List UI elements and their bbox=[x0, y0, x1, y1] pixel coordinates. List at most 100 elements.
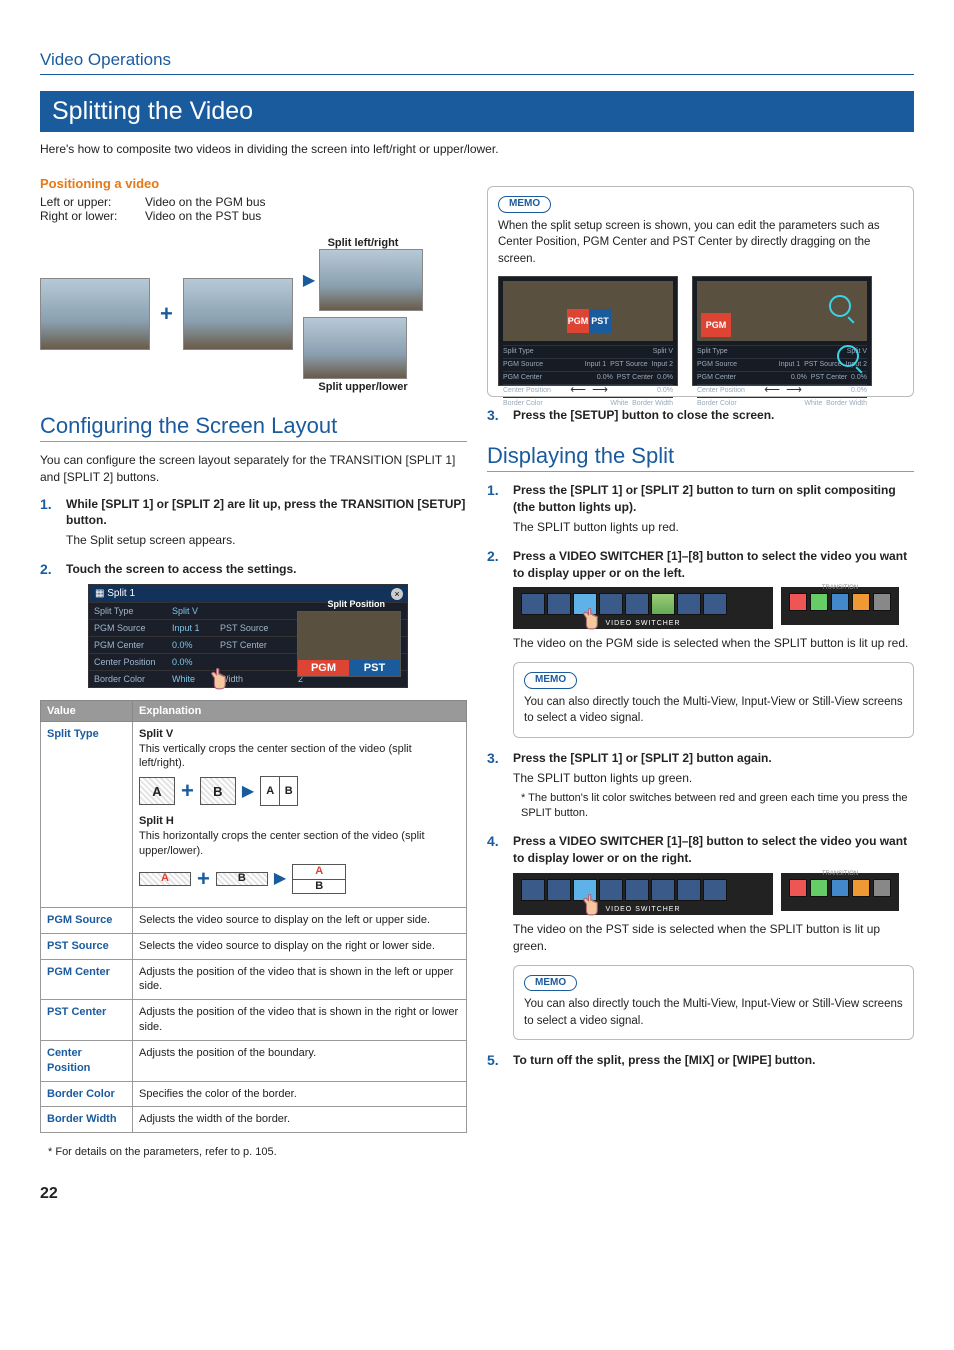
param-v: Specifies the color of the border. bbox=[133, 1081, 467, 1107]
tile-ab: AB bbox=[260, 776, 298, 806]
img-pst bbox=[183, 278, 293, 350]
htile-a: A bbox=[139, 872, 191, 886]
splith-body: This horizontally crops the center secti… bbox=[139, 829, 460, 859]
param-v: Selects the video source to display on t… bbox=[133, 907, 467, 933]
magnifier-icon-2 bbox=[837, 345, 859, 367]
th-explanation: Explanation bbox=[133, 700, 467, 721]
section-header: Video Operations bbox=[40, 50, 914, 75]
disp-step-4-t: Press a VIDEO SWITCHER [1]–[8] button to… bbox=[513, 833, 914, 867]
hand-icon bbox=[209, 665, 235, 691]
param-table: ValueExplanation Split Type Split V This… bbox=[40, 700, 467, 1134]
plus-icon: + bbox=[160, 301, 173, 327]
disp-step-2: Press a VIDEO SWITCHER [1]–[8] button to… bbox=[487, 548, 914, 738]
cfg-step-1-body: The Split setup screen appears. bbox=[66, 532, 467, 549]
img-split-ul bbox=[303, 317, 407, 379]
caption-split-lr: Split left/right bbox=[303, 237, 423, 249]
cfg-step-1-title: While [SPLIT 1] or [SPLIT 2] are lit up,… bbox=[66, 496, 467, 530]
th-value: Value bbox=[41, 700, 133, 721]
param-k: PGM Center bbox=[41, 959, 133, 1000]
transition-panel-2: TRANSITION bbox=[781, 873, 899, 911]
disp-step-1-t: Press the [SPLIT 1] or [SPLIT 2] button … bbox=[513, 482, 914, 516]
disp-step-4: Press a VIDEO SWITCHER [1]–[8] button to… bbox=[487, 833, 914, 1040]
close-icon[interactable]: × bbox=[391, 588, 403, 600]
memo-tag-2: MEMO bbox=[524, 672, 577, 689]
displaying-heading: Displaying the Split bbox=[487, 443, 914, 472]
param-v: Adjusts the position of the boundary. bbox=[133, 1040, 467, 1081]
arrow-icon-2: ▶ bbox=[242, 781, 254, 803]
memo-screenshots: ⟵ ⟶ PGMPST Split TypeSplit V PGM SourceI… bbox=[498, 276, 903, 386]
preview-pgm: PGM bbox=[298, 660, 349, 676]
htile-ab: AB bbox=[292, 864, 346, 894]
img-pgm bbox=[40, 278, 150, 350]
hand-icon-2 bbox=[581, 605, 607, 631]
switcher-label: VIDEO SWITCHER bbox=[513, 620, 773, 627]
split-position-label: Split Position bbox=[328, 599, 386, 609]
memo-3: MEMO You can also directly touch the Mul… bbox=[513, 965, 914, 1041]
arrow-icon: ▶ bbox=[303, 270, 315, 290]
cfg-step-1: While [SPLIT 1] or [SPLIT 2] are lit up,… bbox=[40, 496, 467, 549]
cfg-step-3-title: Press the [SETUP] button to close the sc… bbox=[513, 407, 914, 424]
memo-1: MEMO When the split setup screen is show… bbox=[487, 186, 914, 397]
footnote: For details on the parameters, refer to … bbox=[48, 1145, 467, 1160]
intro-text: Here's how to composite two videos in di… bbox=[40, 142, 914, 156]
positioning-table: Left or upper:Video on the PGM bus Right… bbox=[40, 195, 467, 223]
hand-icon-3 bbox=[581, 891, 607, 917]
disp-step-3-b: The SPLIT button lights up green. bbox=[513, 770, 914, 787]
preview-pst: PST bbox=[349, 660, 400, 676]
configuring-body: You can configure the screen layout sepa… bbox=[40, 452, 467, 486]
setup-preview[interactable]: PGM PST bbox=[297, 611, 401, 677]
param-k: PST Source bbox=[41, 933, 133, 959]
disp-step-1-b: The SPLIT button lights up red. bbox=[513, 519, 914, 536]
disp-step-4-after: The video on the PST side is selected wh… bbox=[513, 921, 914, 955]
memo-2: MEMO You can also directly touch the Mul… bbox=[513, 662, 914, 738]
param-v: Adjusts the position of the video that i… bbox=[133, 1000, 467, 1041]
switcher-btn[interactable] bbox=[521, 593, 545, 615]
page-number: 22 bbox=[40, 1185, 914, 1203]
disp-step-1: Press the [SPLIT 1] or [SPLIT 2] button … bbox=[487, 482, 914, 535]
video-switcher-panel-2: VIDEO SWITCHER bbox=[513, 873, 773, 915]
memo-tag: MEMO bbox=[498, 196, 551, 213]
param-v: Adjusts the position of the video that i… bbox=[133, 959, 467, 1000]
pos-row-1-k: Right or lower: bbox=[40, 209, 145, 223]
memo-3-text: You can also directly touch the Multi-Vi… bbox=[524, 996, 903, 1029]
positioning-heading: Positioning a video bbox=[40, 176, 467, 191]
pos-row-1-v: Video on the PST bus bbox=[145, 209, 261, 223]
arrow-icon-3: ▶ bbox=[274, 868, 286, 890]
positioning-images: + Split left/right ▶ Split upper/lower bbox=[40, 235, 467, 393]
plus-icon-2: + bbox=[181, 776, 194, 806]
plus-icon-3: + bbox=[197, 864, 210, 894]
param-k: Border Width bbox=[41, 1107, 133, 1133]
cfg-step-2-title: Touch the screen to access the settings. bbox=[66, 561, 467, 578]
param-k: Center Position bbox=[41, 1040, 133, 1081]
disp-step-5-t: To turn off the split, press the [MIX] o… bbox=[513, 1052, 914, 1069]
param-k: PST Center bbox=[41, 1000, 133, 1041]
split-setup-screenshot: ▦ Split 1 × Split Position PGM PST Split… bbox=[88, 584, 408, 688]
htile-b: B bbox=[216, 872, 268, 886]
disp-step-3: Press the [SPLIT 1] or [SPLIT 2] button … bbox=[487, 750, 914, 821]
transition-panel: TRANSITION bbox=[781, 587, 899, 625]
splitv-body: This vertically crops the center section… bbox=[139, 742, 460, 772]
splith-title: Split H bbox=[139, 814, 460, 829]
disp-step-2-t: Press a VIDEO SWITCHER [1]–[8] button to… bbox=[513, 548, 914, 582]
param-k: PGM Source bbox=[41, 907, 133, 933]
disp-step-5: To turn off the split, press the [MIX] o… bbox=[487, 1052, 914, 1069]
configuring-heading: Configuring the Screen Layout bbox=[40, 413, 467, 442]
page-title: Splitting the Video bbox=[40, 91, 914, 132]
tile-a: A bbox=[139, 777, 175, 805]
splitv-title: Split V bbox=[139, 727, 460, 742]
caption-split-ul: Split upper/lower bbox=[303, 381, 423, 393]
splitv-diagram: A + B ▶ AB bbox=[139, 776, 460, 806]
memo-shot-2: PGM Split TypeSplit V PGM SourceInput 1 … bbox=[692, 276, 872, 386]
cfg-step-3: Press the [SETUP] button to close the sc… bbox=[487, 407, 914, 424]
disp-step-3-t: Press the [SPLIT 1] or [SPLIT 2] button … bbox=[513, 750, 914, 767]
row-splittype-v: Split V This vertically crops the center… bbox=[133, 721, 467, 907]
video-switcher-panel: VIDEO SWITCHER bbox=[513, 587, 773, 629]
memo-shot-1: ⟵ ⟶ PGMPST Split TypeSplit V PGM SourceI… bbox=[498, 276, 678, 386]
memo-tag-3: MEMO bbox=[524, 975, 577, 992]
tile-b: B bbox=[200, 777, 236, 805]
cfg-step-2: Touch the screen to access the settings.… bbox=[40, 561, 467, 688]
disp-step-2-after: The video on the PGM side is selected wh… bbox=[513, 635, 914, 652]
param-v: Selects the video source to display on t… bbox=[133, 933, 467, 959]
row-splittype-k: Split Type bbox=[41, 721, 133, 907]
img-split-lr bbox=[319, 249, 423, 311]
